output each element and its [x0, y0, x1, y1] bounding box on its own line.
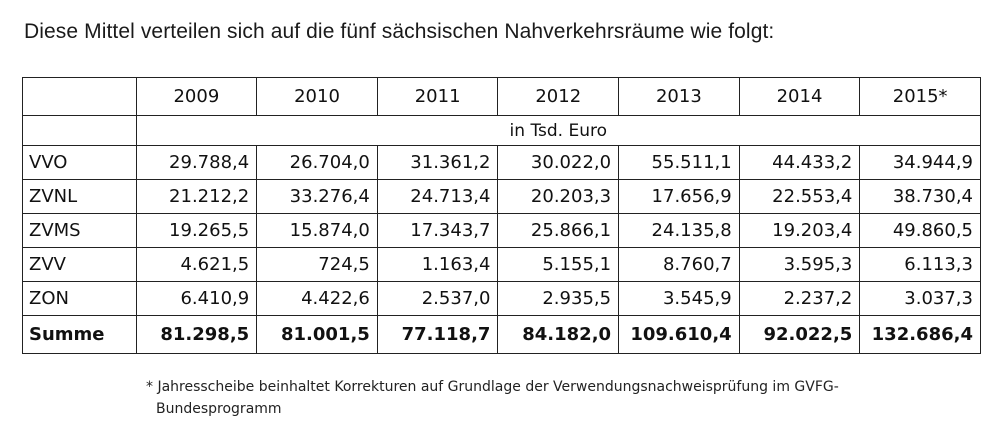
- table-cell: 19.265,5: [135, 213, 258, 248]
- sum-cell: 109.610,4: [618, 315, 740, 354]
- table-cell: 44.433,2: [738, 145, 861, 180]
- table-row: ZON 6.410,9 4.422,6 2.537,0 2.935,5 3.54…: [22, 281, 981, 316]
- footnote-line: * Jahresscheibe beinhaltet Korrekturen a…: [146, 379, 839, 395]
- table-cell: 22.553,4: [738, 179, 861, 214]
- corner-cell: [22, 77, 137, 116]
- year-header: 2015*: [859, 77, 981, 116]
- table-row: ZVMS 19.265,5 15.874,0 17.343,7 25.866,1…: [22, 213, 981, 248]
- table-cell: 4.621,5: [135, 247, 258, 282]
- table-cell: 21.212,2: [135, 179, 258, 214]
- table-cell: 6.410,9: [135, 281, 258, 316]
- table-cell: 24.135,8: [618, 213, 740, 248]
- table-cell: 19.203,4: [738, 213, 861, 248]
- table-cell: 20.203,3: [497, 179, 620, 214]
- table-cell: 6.113,3: [859, 247, 981, 282]
- table-cell: 4.422,6: [256, 281, 378, 316]
- table-cell: 49.860,5: [859, 213, 981, 248]
- table-cell: 29.788,4: [135, 145, 258, 180]
- table-cell: 5.155,1: [497, 247, 620, 282]
- unit-row-corner: [22, 115, 137, 146]
- sum-cell: 77.118,7: [376, 315, 499, 354]
- table-cell: 26.704,0: [256, 145, 378, 180]
- table-cell: 17.656,9: [618, 179, 740, 214]
- sum-cell: 84.182,0: [497, 315, 620, 354]
- table-cell: 33.276,4: [256, 179, 378, 214]
- year-header: 2009: [135, 77, 258, 116]
- table-row: ZVNL 21.212,2 33.276,4 24.713,4 20.203,3…: [22, 179, 981, 214]
- table-cell: 8.760,7: [618, 247, 740, 282]
- table-cell: 3.595,3: [738, 247, 861, 282]
- row-label: VVO: [22, 145, 137, 180]
- row-label: ZON: [22, 281, 137, 316]
- sum-label: Summe: [22, 315, 137, 354]
- table-cell: 24.713,4: [376, 179, 499, 214]
- table-cell: 3.037,3: [859, 281, 981, 316]
- table-cell: 1.163,4: [376, 247, 499, 282]
- footnote: * Jahresscheibe beinhaltet Korrekturen a…: [146, 376, 966, 420]
- sum-row: Summe 81.298,5 81.001,5 77.118,7 84.182,…: [22, 315, 981, 354]
- row-label: ZVNL: [22, 179, 137, 214]
- table-cell: 2.537,0: [376, 281, 499, 316]
- table-cell: 15.874,0: [256, 213, 378, 248]
- table-cell: 2.237,2: [738, 281, 861, 316]
- row-label: ZVV: [22, 247, 137, 282]
- row-label: ZVMS: [22, 213, 137, 248]
- table-cell: 34.944,9: [859, 145, 981, 180]
- year-header: 2013: [618, 77, 740, 116]
- year-header: 2014: [738, 77, 861, 116]
- sum-cell: 81.298,5: [135, 315, 258, 354]
- table-cell: 38.730,4: [859, 179, 981, 214]
- year-header: 2012: [497, 77, 620, 116]
- table-cell: 17.343,7: [376, 213, 499, 248]
- footnote-line: Bundesprogramm: [156, 401, 282, 417]
- table-cell: 31.361,2: [376, 145, 499, 180]
- table-cell: 3.545,9: [618, 281, 740, 316]
- table-row: ZVV 4.621,5 724,5 1.163,4 5.155,1 8.760,…: [22, 247, 981, 282]
- table-cell: 55.511,1: [618, 145, 740, 180]
- table-cell: 25.866,1: [497, 213, 620, 248]
- year-header-row: 2009 2010 2011 2012 2013 2014 2015*: [22, 77, 981, 116]
- table-cell: 2.935,5: [497, 281, 620, 316]
- page-heading: Diese Mittel verteilen sich auf die fünf…: [24, 20, 775, 43]
- table-cell: 724,5: [256, 247, 378, 282]
- year-header: 2011: [376, 77, 499, 116]
- table-row: VVO 29.788,4 26.704,0 31.361,2 30.022,0 …: [22, 145, 981, 180]
- sum-cell: 132.686,4: [859, 315, 981, 354]
- table-cell: 30.022,0: [497, 145, 620, 180]
- sum-cell: 92.022,5: [738, 315, 861, 354]
- unit-row: in Tsd. Euro: [22, 115, 982, 146]
- funding-table: 2009 2010 2011 2012 2013 2014 2015* in T…: [22, 77, 982, 354]
- unit-label: in Tsd. Euro: [135, 115, 982, 146]
- year-header: 2010: [256, 77, 378, 116]
- sum-cell: 81.001,5: [256, 315, 378, 354]
